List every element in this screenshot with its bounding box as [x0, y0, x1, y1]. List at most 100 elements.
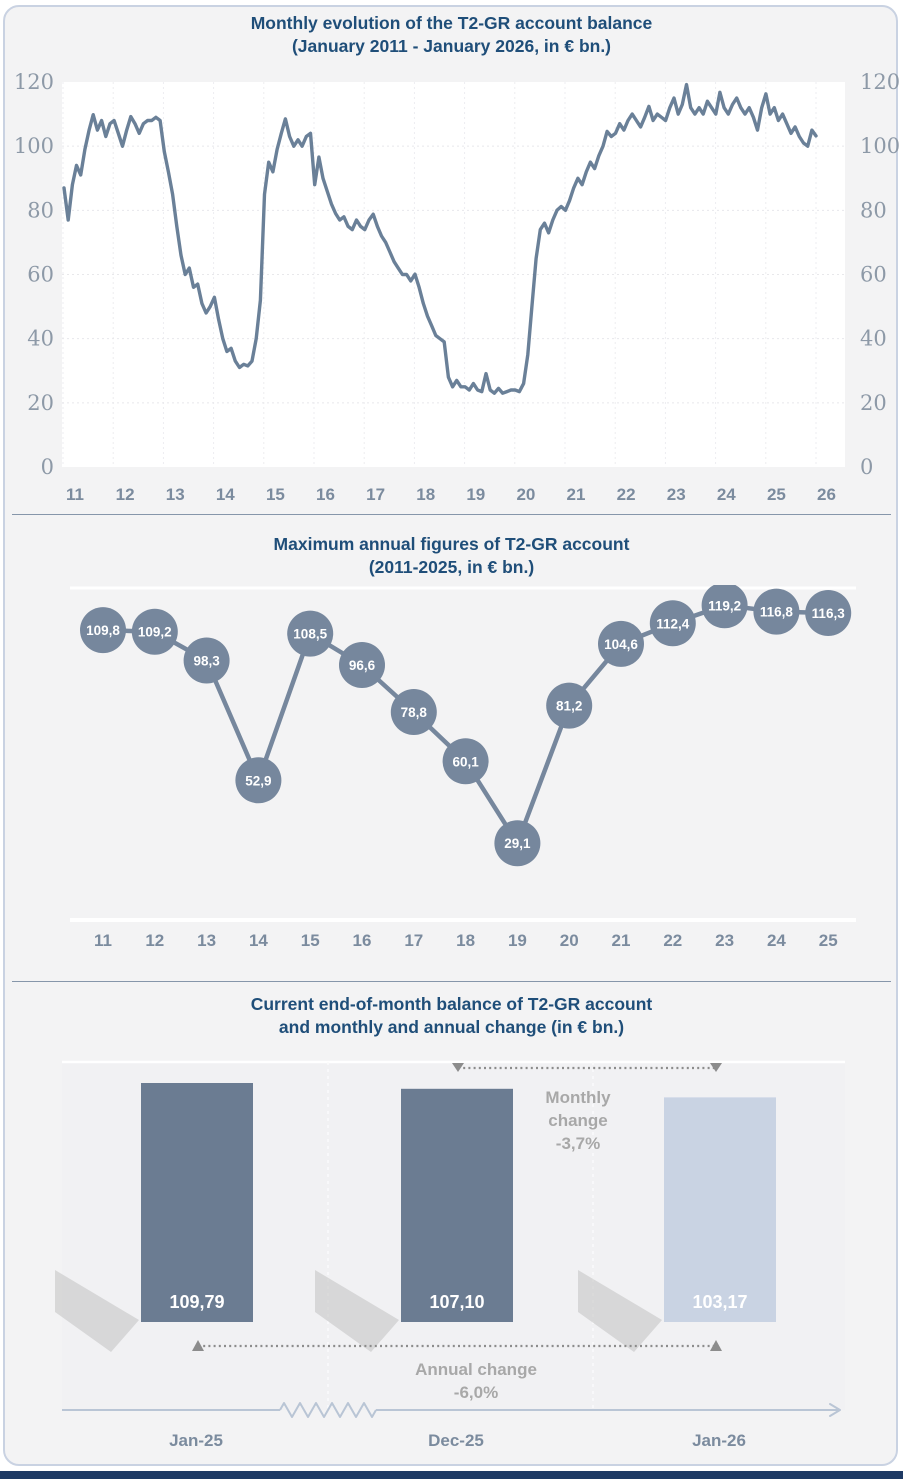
bar-shadow — [55, 1270, 139, 1352]
monthly-evolution-title-line1: Monthly evolution of the T2-GR account b… — [250, 13, 653, 33]
data-marker-label: 109,8 — [86, 623, 120, 638]
data-marker-label: 29,1 — [504, 836, 531, 851]
y-axis-tick-left: 20 — [27, 391, 54, 415]
data-marker-circle — [546, 682, 593, 729]
data-marker-circle — [183, 637, 230, 684]
x-axis-tick: 17 — [366, 485, 385, 504]
x-axis-tick: 20 — [560, 931, 579, 950]
data-marker-circle — [390, 689, 437, 735]
x-axis-tick: 12 — [116, 485, 135, 504]
data-marker-label: 104,6 — [604, 637, 638, 652]
annual-change-label: Annual change — [415, 1360, 537, 1379]
x-axis-tick: 24 — [767, 931, 786, 950]
bar-shadow — [578, 1270, 662, 1352]
data-marker-circle — [701, 585, 748, 629]
x-axis-tick: 18 — [456, 931, 475, 950]
monthly-change-label: change — [548, 1111, 608, 1130]
bar-value-label: 107,10 — [429, 1292, 484, 1312]
balance-bars-title-line1: Current end-of-month balance of T2-GR ac… — [250, 994, 653, 1014]
bar-value-label: 103,17 — [692, 1292, 747, 1312]
y-axis-tick-right: 120 — [860, 70, 900, 94]
x-axis-tick: 20 — [516, 485, 535, 504]
data-marker-label: 112,4 — [656, 616, 690, 631]
x-axis-tick: 11 — [94, 931, 112, 950]
bottom-accent-strip — [0, 1471, 903, 1479]
data-marker-circle — [598, 620, 644, 667]
arrowhead-down-icon — [710, 1063, 722, 1072]
monthly-change-label: -3,7% — [556, 1134, 600, 1153]
x-axis-tick: 22 — [617, 485, 636, 504]
data-marker-circle — [339, 642, 385, 688]
data-marker-label: 81,2 — [556, 699, 582, 714]
y-axis-tick-left: 120 — [14, 70, 54, 94]
data-marker-circle — [287, 610, 334, 657]
x-axis-tick: 21 — [567, 485, 586, 504]
x-axis-tick: 19 — [508, 931, 527, 950]
x-axis-tick: 16 — [353, 931, 372, 950]
y-axis-tick-right: 20 — [860, 391, 887, 415]
balance-bars-title-line2: and monthly and annual change (in € bn.) — [278, 1017, 625, 1037]
x-axis-tick: 17 — [404, 931, 423, 950]
annual-change-label: -6,0% — [454, 1383, 498, 1402]
data-marker-circle — [805, 590, 852, 636]
data-marker-circle — [753, 588, 800, 635]
data-marker-circle — [442, 738, 489, 785]
data-marker-label: 60,1 — [452, 754, 479, 769]
monthly-evolution-chart: 0 0 20 20 40 40 60 60 80 80 100 100 120 120 11 12 13 14 15… — [14, 70, 900, 504]
monthly-evolution-title: Monthly evolution of the T2-GR account b… — [0, 12, 903, 58]
y-axis-tick-left: 60 — [27, 263, 54, 287]
monthly-change-label: Monthly — [545, 1088, 611, 1107]
data-marker-label: 116,8 — [760, 605, 794, 620]
data-marker-label: 109,2 — [138, 625, 172, 640]
data-marker-label: 96,6 — [349, 658, 376, 673]
x-axis-tick: 25 — [819, 931, 838, 950]
balance-line — [62, 82, 818, 395]
axis-arrowhead-right-icon — [829, 1403, 841, 1417]
data-marker-circle — [649, 600, 696, 647]
balance-bars-title: Current end-of-month balance of T2-GR ac… — [0, 993, 903, 1039]
x-axis-tick: 15 — [301, 931, 320, 950]
annual-maxima-title-line2: (2011-2025, in € bn.) — [368, 557, 535, 577]
y-axis-tick-right: 40 — [860, 327, 887, 351]
bar-shadow — [315, 1270, 399, 1352]
balance-bars-chart: 109,79 107,10 103,17 Monthly change -3,7% Annu… — [55, 1060, 845, 1450]
section-separator-2 — [12, 981, 891, 982]
x-axis-tick: 11 — [66, 485, 84, 504]
monthly-evolution-title-line2: (January 2011 - January 2026, in € bn.) — [291, 36, 612, 56]
bar-jan-25 — [141, 1083, 253, 1322]
x-axis-tick: 14 — [249, 931, 268, 950]
annual-maxima-chart: 109,8 109,2 98,3 52,9 108,5 96,6 78,8 60,1 29,1 8… — [70, 585, 856, 950]
x-axis-tick: 13 — [166, 485, 185, 504]
data-marker-label: 116,3 — [812, 606, 846, 621]
annual-maxima-title: Maximum annual figures of T2-GR account … — [0, 533, 903, 579]
data-marker-label: 52,9 — [245, 773, 271, 788]
x-axis-tick: 19 — [466, 485, 485, 504]
x-axis-tick: 13 — [197, 931, 216, 950]
data-marker-label: 108,5 — [293, 627, 327, 642]
bar-jan-26 — [664, 1097, 776, 1322]
y-axis-tick-right: 60 — [860, 263, 887, 287]
x-axis-tick: 22 — [663, 931, 682, 950]
arrowhead-down-icon — [452, 1063, 464, 1072]
data-marker-label: 119,2 — [708, 598, 741, 613]
x-axis-tick: 12 — [145, 931, 164, 950]
x-axis-tick: 24 — [717, 485, 736, 504]
x-axis-tick: 21 — [612, 931, 631, 950]
y-axis-tick-right: 80 — [860, 198, 887, 222]
x-axis-tick: 18 — [416, 485, 435, 504]
section-separator-1 — [12, 514, 891, 515]
y-axis-tick-right: 0 — [860, 455, 873, 479]
x-axis-category-label: Jan-26 — [692, 1431, 746, 1450]
data-marker-label: 98,3 — [193, 654, 220, 669]
y-axis-tick-left: 100 — [14, 134, 54, 158]
arrowhead-up-icon — [710, 1340, 722, 1351]
data-marker-circle — [235, 757, 282, 804]
y-axis-tick-left: 0 — [41, 455, 54, 479]
x-axis-tick: 16 — [316, 485, 335, 504]
annual-maxima-title-line1: Maximum annual figures of T2-GR account — [273, 534, 630, 554]
y-axis-tick-right: 100 — [860, 134, 900, 158]
y-axis-tick-left: 80 — [27, 198, 54, 222]
x-axis-category-label: Jan-25 — [169, 1431, 223, 1450]
x-axis-tick: 26 — [817, 485, 836, 504]
